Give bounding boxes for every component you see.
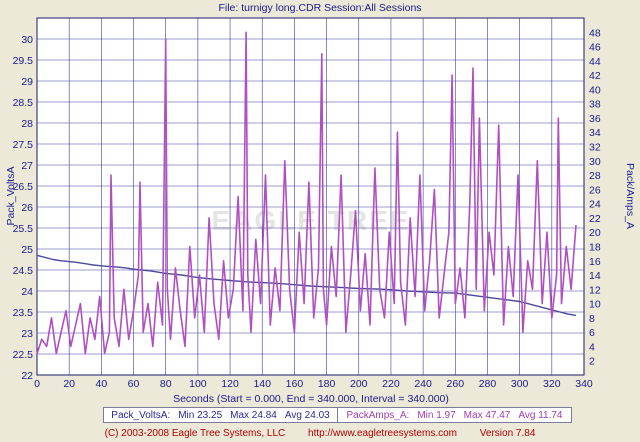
y-tick-label-left: 29.5 — [13, 55, 34, 67]
y-tick-label-right: 18 — [589, 241, 601, 253]
y-tick-label-left: 25.5 — [13, 223, 34, 235]
x-tick-label: 160 — [286, 378, 304, 390]
x-tick-label: 180 — [318, 378, 336, 390]
y-tick-label-right: 48 — [589, 27, 601, 39]
plot-area — [36, 17, 585, 376]
y-tick-label-right: 16 — [589, 256, 601, 268]
y-tick-label-right: 42 — [589, 70, 601, 82]
x-tick-label: 220 — [382, 378, 400, 390]
amps-stat-max: Max 47.47 — [463, 409, 511, 421]
y-axis-label-left: Pack_VoltsA — [5, 167, 17, 226]
x-tick-label: 240 — [414, 378, 432, 390]
chart-title: File: turnigy long.CDR Session:All Sessi… — [218, 2, 421, 14]
x-tick-label: 20 — [63, 378, 75, 390]
footer-copyright: (C) 2003-2008 Eagle Tree Systems, LLC — [104, 428, 286, 439]
y-tick-label-right: 32 — [589, 142, 601, 154]
y-tick-label-right: 38 — [589, 99, 601, 111]
amps-stat-min: Min 1.97 — [417, 409, 456, 421]
x-tick-label: 60 — [128, 378, 140, 390]
x-tick-label: 120 — [221, 378, 239, 390]
y-tick-label-left: 28 — [21, 118, 33, 130]
y-tick-label-right: 34 — [589, 127, 601, 139]
y-tick-label-right: 40 — [589, 84, 601, 96]
footer-version: Version 7.84 — [479, 428, 536, 439]
y-tick-label-left: 26 — [21, 202, 33, 214]
amps-stat-name: PackAmps_A: — [346, 409, 410, 421]
y-tick-label-right: 24 — [589, 199, 601, 211]
volts-stat-name: Pack_VoltsA: — [111, 409, 171, 421]
x-tick-label: 200 — [350, 378, 368, 390]
x-tick-label: 100 — [189, 378, 207, 390]
y-tick-label-right: 10 — [589, 299, 601, 311]
series-layer — [36, 31, 577, 355]
tick-labels: 0 20 40 60 80 100 120 140 160 180 200 220 240 260 280 3… — [13, 27, 601, 390]
y-tick-label-left: 29 — [21, 76, 33, 88]
y-tick-label-right: 12 — [589, 284, 601, 296]
y-tick-label-right: 20 — [589, 227, 601, 239]
amps-stat-avg: Avg 11.74 — [518, 409, 563, 421]
series-packamps-a — [36, 31, 577, 355]
volts-stat-min: Min 23.25 — [178, 409, 223, 421]
x-tick-label: 260 — [447, 378, 465, 390]
y-tick-label-left: 27.5 — [13, 139, 34, 151]
y-tick-label-left: 24.5 — [13, 265, 34, 277]
footer-url[interactable]: http://www.eagletreesystems.com — [308, 428, 457, 439]
x-tick-label: 80 — [160, 378, 172, 390]
y-tick-label-right: 30 — [589, 156, 601, 168]
y-tick-label-left: 27 — [21, 160, 33, 172]
y-tick-label-right: 28 — [589, 170, 601, 182]
volts-stats: Pack_VoltsA: Min 23.25 Max 24.84 Avg 24.… — [104, 408, 338, 422]
x-tick-label: 0 — [34, 378, 40, 390]
volts-stat-max: Max 24.84 — [230, 409, 277, 421]
y-tick-label-left: 25 — [21, 244, 33, 256]
x-tick-label: 140 — [253, 378, 271, 390]
y-tick-label-left: 26.5 — [13, 181, 34, 193]
y-tick-label-right: 46 — [589, 42, 601, 54]
footer: (C) 2003-2008 Eagle Tree Systems, LLC ht… — [0, 428, 640, 439]
y-tick-label-right: 6 — [589, 327, 595, 339]
stats-box: Pack_VoltsA: Min 23.25 Max 24.84 Avg 24.… — [103, 407, 572, 423]
amps-stats: PackAmps_A: Min 1.97 Max 47.47 Avg 11.74 — [338, 408, 571, 422]
y-tick-label-left: 30 — [21, 34, 33, 46]
chart: EAGLE TREE 0 20 40 60 80 100 120 140 160 180 200 22… — [5, 2, 636, 405]
y-tick-label-left: 24 — [21, 286, 33, 298]
x-axis-label: Seconds (Start = 0.000, End = 340.000, I… — [173, 393, 449, 405]
y-tick-label-left: 28.5 — [13, 97, 34, 109]
x-tick-label: 320 — [543, 378, 561, 390]
x-tick-label: 300 — [511, 378, 529, 390]
y-tick-label-left: 22.5 — [13, 349, 34, 361]
y-tick-label-right: 14 — [589, 270, 601, 282]
y-tick-label-right: 22 — [589, 213, 601, 225]
x-tick-label: 340 — [575, 378, 593, 390]
y-tick-label-right: 44 — [589, 56, 601, 68]
y-tick-label-right: 36 — [589, 113, 601, 125]
x-tick-label: 40 — [96, 378, 108, 390]
y-tick-label-left: 22 — [21, 370, 33, 382]
x-tick-label: 280 — [479, 378, 497, 390]
y-tick-label-right: 26 — [589, 184, 601, 196]
y-tick-label-left: 23 — [21, 328, 33, 340]
y-tick-label-right: 8 — [589, 313, 595, 325]
y-tick-label-right: 2 — [589, 356, 595, 368]
y-axis-label-right: Pack/Amps_A — [624, 163, 636, 229]
volts-stat-avg: Avg 24.03 — [284, 409, 330, 421]
y-tick-label-right: 4 — [589, 341, 595, 353]
y-tick-label-left: 23.5 — [13, 307, 34, 319]
